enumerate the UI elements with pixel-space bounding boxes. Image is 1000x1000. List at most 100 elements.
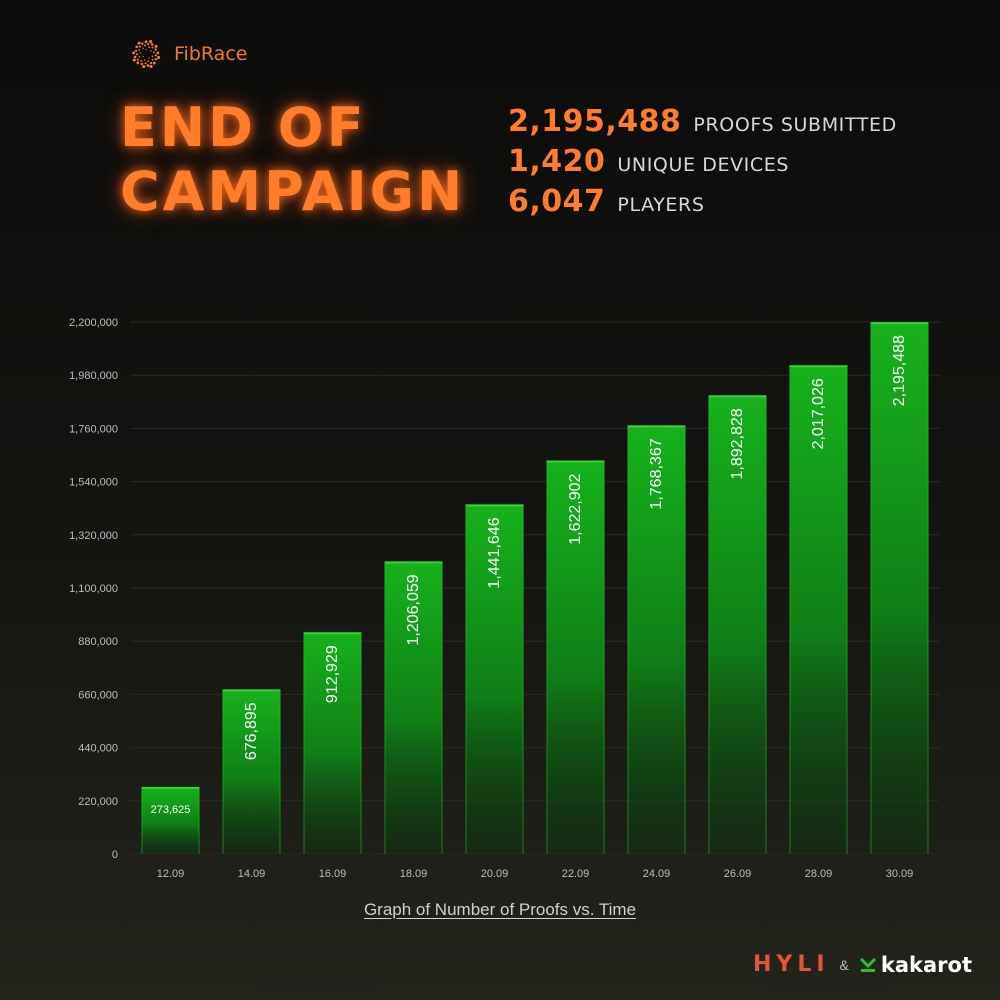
y-tick-label: 1,100,000 [69,583,118,595]
spiral-dots-icon [132,39,161,69]
bar [465,505,524,854]
x-tick-label: 24.09 [643,868,671,880]
stat-value: 2,195,488 [508,104,682,139]
kakarot-y-icon [859,957,876,972]
bar [627,426,686,854]
logo-dot [132,58,136,62]
bar [303,633,362,854]
logo-dot [150,61,153,65]
stat-players: 6,047 PLAYERS [508,184,897,224]
bar-value-label: 2,017,026 [810,378,827,449]
logo-dot [149,39,153,44]
bar [384,562,443,854]
logo-dot [151,46,154,49]
logo-dot [138,49,141,51]
logo-dot [156,51,160,55]
x-tick-label: 30.09 [886,868,914,880]
logo-dot [142,65,146,69]
logo-dot [150,43,154,46]
logo-dot [142,47,144,49]
logo-dot [150,50,152,52]
bar [789,366,848,854]
bar-value-label: 1,206,059 [405,574,422,645]
logo-dot [145,48,148,51]
brand-name: FibRace [174,43,248,65]
bar [222,690,281,854]
y-tick-label: 440,000 [78,743,118,755]
logo-dot [141,42,144,45]
hyli-logo-text: HYLI [753,952,830,977]
bar [141,787,200,854]
logo-dot [142,55,144,58]
logo-dot [148,46,150,49]
logo-dot [134,49,138,52]
bar-value-label: 676,895 [243,702,260,760]
x-tick-label: 20.09 [481,868,509,880]
y-tick-label: 660,000 [78,689,118,701]
headline-line-2: CAMPAIGN [120,160,466,223]
logo-dot [136,61,140,65]
x-tick-label: 28.09 [805,868,833,880]
logo-dot [140,59,143,62]
logo-dot [154,54,157,57]
x-tick-label: 16.09 [319,868,347,880]
logo-dot [148,57,150,59]
stat-value: 1,420 [508,144,606,179]
headline: END OF CAMPAIGN [120,96,465,224]
logo-dot [143,44,146,47]
y-tick-label: 0 [112,849,118,861]
stat-label: PROOFS SUBMITTED [693,114,897,136]
stat-value: 6,047 [508,184,606,219]
logo-dot [157,55,161,59]
bar-value-label: 2,195,488 [891,335,908,406]
bar-value-label: 1,622,902 [567,473,584,544]
logo-dot [154,48,157,51]
footer-partners: HYLI & kakarot [753,952,972,977]
bar [708,396,767,854]
logo-dot [153,51,155,54]
bar-value-label: 1,768,367 [648,438,665,509]
logo-dot [132,51,136,55]
logo-dot [138,55,141,58]
logo-dot [146,64,150,67]
bar [546,461,605,854]
logo-dot [136,58,139,61]
kakarot-logo-text: kakarot [880,952,972,977]
logo-dot [154,44,158,48]
y-tick-label: 2,200,000 [69,317,118,329]
logo-dot [138,45,141,48]
kakarot-logo: kakarot [859,953,972,977]
logo-dot [137,41,141,45]
x-tick-label: 12.09 [157,868,185,880]
bar [870,323,929,855]
stats-panel: 2,195,488 PROOFS SUBMITTED 1,420 UNIQUE … [508,104,897,224]
logo-dot [135,45,139,49]
bar-value-label: 1,441,646 [486,517,503,588]
bar-value-label: 273,625 [151,804,191,816]
stat-label: PLAYERS [617,194,705,216]
logo-dot [136,53,138,56]
logo-dot [140,62,144,66]
x-tick-label: 22.09 [562,868,590,880]
y-tick-label: 220,000 [78,796,118,808]
stat-devices: 1,420 UNIQUE DEVICES [508,144,897,184]
brand: FibRace [126,34,247,74]
logo-dot [152,61,156,65]
logo-dot [139,52,142,54]
chart-caption: Graph of Number of Proofs vs. Time [363,900,637,919]
logo-dot [151,58,154,61]
stat-label: UNIQUE DEVICES [617,154,790,176]
y-tick-label: 1,980,000 [69,370,118,382]
logo-dot [147,60,150,63]
y-tick-label: 880,000 [78,636,118,648]
logo-dot [154,57,158,61]
stat-proofs: 2,195,488 PROOFS SUBMITTED [508,104,897,144]
y-tick-label: 1,320,000 [69,530,118,542]
footer-separator: & [839,956,849,973]
logo-dot [144,40,148,44]
headline-line-1: END OF [120,96,367,159]
x-tick-label: 26.09 [724,868,752,880]
logo-dot [133,55,137,59]
bar-value-label: 1,892,828 [729,408,746,479]
